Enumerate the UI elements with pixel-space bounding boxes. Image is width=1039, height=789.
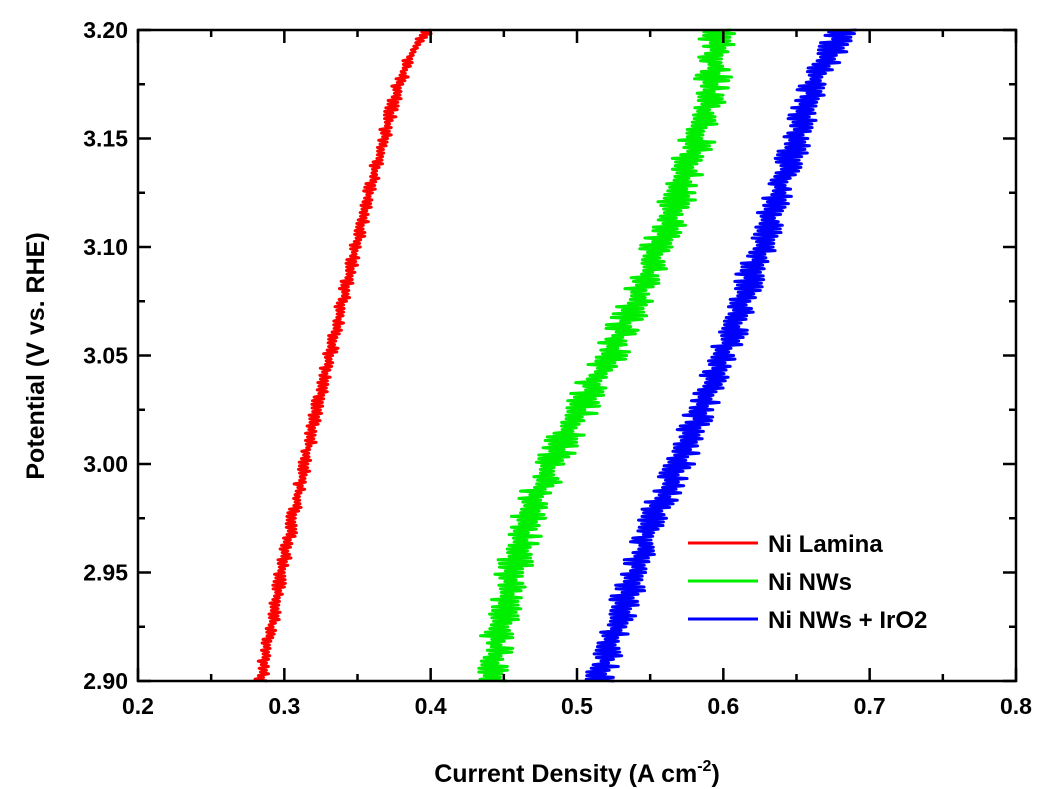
plot-frame xyxy=(136,28,1018,683)
series-line-0 xyxy=(253,28,433,683)
legend: Ni Lamina Ni NWs Ni NWs + IrO2 xyxy=(688,531,927,634)
x-tick-label: 0.7 xyxy=(854,693,886,719)
y-tick-label: 3.10 xyxy=(83,234,128,260)
y-tick-label: 2.95 xyxy=(83,560,128,586)
legend-label-0: Ni Lamina xyxy=(768,531,883,558)
x-tick-label: 0.5 xyxy=(561,693,593,719)
x-tick-label: 0.8 xyxy=(1000,693,1032,719)
y-tick-label: 3.20 xyxy=(83,17,128,43)
series-line-1 xyxy=(477,28,736,683)
series-layer xyxy=(253,28,857,683)
legend-label-2: Ni NWs + IrO2 xyxy=(768,607,927,634)
legend-label-1: Ni NWs xyxy=(768,569,852,596)
x-tick-label: 0.6 xyxy=(707,693,739,719)
y-tick-label: 2.90 xyxy=(83,668,128,694)
x-axis-title-superscript: -2 xyxy=(697,758,711,775)
y-tick-label: 3.15 xyxy=(83,126,128,152)
y-axis-title: Potential (V vs. RHE) xyxy=(22,232,50,479)
y-tick-label: 3.05 xyxy=(83,343,128,369)
x-tick-label: 0.2 xyxy=(122,693,154,719)
y-tick-label: 3.00 xyxy=(83,451,128,477)
x-tick-label: 0.3 xyxy=(268,693,300,719)
ticks-layer: 0.2 0.3 0.4 0.5 0.6 0.7 0.8 2.90 2.95 3.00 3.05 3.1… xyxy=(83,17,1032,719)
series-line-2 xyxy=(584,28,857,683)
x-tick-label: 0.4 xyxy=(415,693,447,719)
x-axis-title: Current Density (A cm-2) xyxy=(434,758,720,788)
